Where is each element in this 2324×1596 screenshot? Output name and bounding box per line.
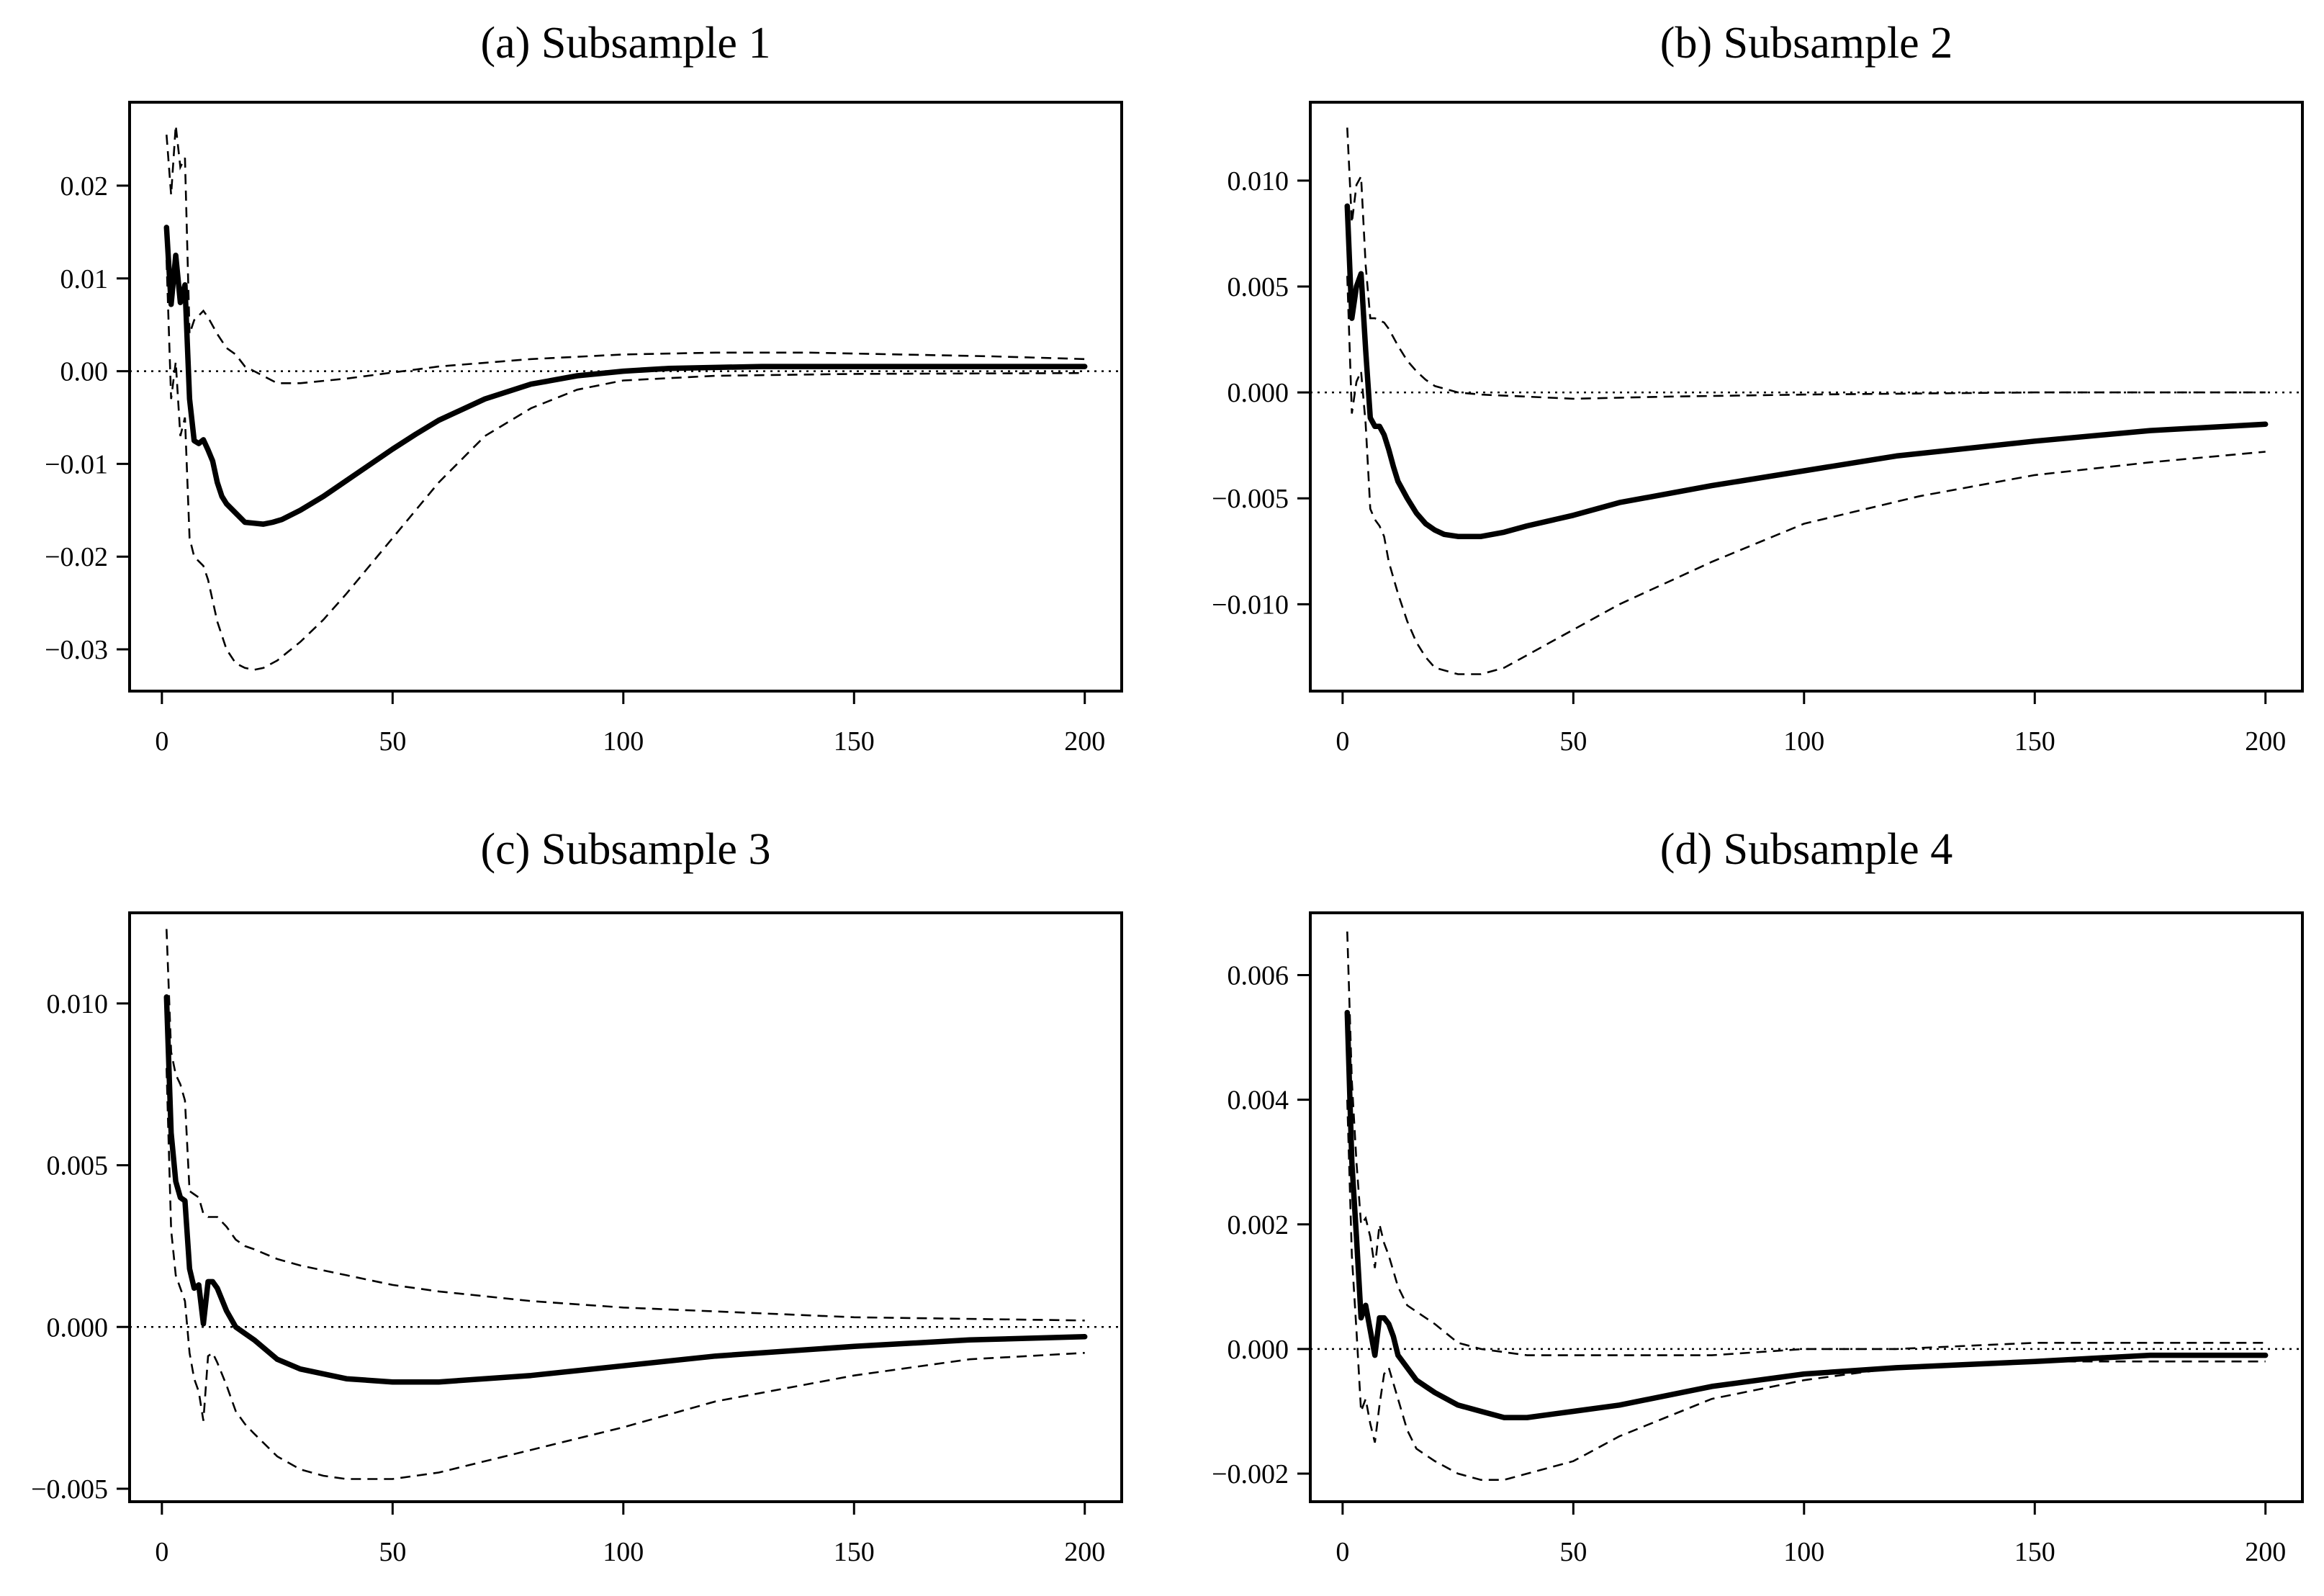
x-tick-label: 150	[2014, 726, 2055, 757]
impulse-response-line	[1344, 203, 2269, 539]
y-tick-label: −0.002	[1212, 1459, 1289, 1489]
lower-band-line	[166, 1068, 1085, 1480]
panel-subsample-3: (c) Subsample 3 0 50 100 150 200 0.010 0.005 0.…	[31, 825, 1123, 1567]
x-tick-label: 200	[2245, 726, 2286, 757]
y-tick-label: −0.005	[1212, 484, 1289, 514]
x-tick-label: 100	[603, 726, 644, 757]
y-tick-label: 0.005	[47, 1151, 109, 1181]
upper-band-line	[1346, 931, 2266, 1356]
x-tick-label: 200	[1064, 726, 1105, 757]
y-tick-label: 0.002	[1228, 1210, 1289, 1240]
y-tick-label: −0.010	[1212, 590, 1289, 620]
y-tick-label: 0.000	[1228, 378, 1289, 408]
x-tick-label: 0	[155, 1537, 168, 1567]
x-tick-label: 100	[1783, 1537, 1824, 1567]
x-tick-label: 0	[1336, 1537, 1349, 1567]
lower-band-line	[1346, 276, 2266, 675]
lower-band-line	[166, 259, 1085, 671]
y-tick-label: 0.010	[47, 989, 109, 1019]
plot-frame	[1309, 911, 2304, 1503]
panel-subsample-4: (d) Subsample 4 0 50 100 150 200 0.006 0.004 0.…	[1212, 825, 2304, 1567]
x-tick-label: 0	[155, 726, 168, 757]
y-tick-label: 0.02	[60, 171, 109, 202]
upper-band-line	[166, 929, 1085, 1322]
lower-band-line	[1346, 1099, 2266, 1481]
panel-title: (b) Subsample 2	[1660, 19, 1953, 68]
panel-subsample-2: (b) Subsample 2 0 50 100 150 200 0.010 0.005 0.…	[1212, 19, 2304, 757]
y-tick-label: −0.01	[45, 449, 108, 479]
panel-title: (c) Subsample 3	[481, 825, 771, 874]
y-tick-label: 0.010	[1228, 166, 1289, 197]
x-tick-label: 200	[1064, 1537, 1105, 1567]
y-tick-label: 0.00	[60, 357, 109, 387]
x-tick-label: 200	[2245, 1537, 2286, 1567]
y-tick-label: 0.004	[1228, 1086, 1289, 1116]
x-tick-label: 150	[2014, 1537, 2055, 1567]
impulse-response-line	[163, 994, 1088, 1385]
panel-title: (a) Subsample 1	[481, 19, 771, 68]
x-tick-label: 50	[1559, 726, 1587, 757]
upper-band-line	[166, 125, 1085, 384]
y-tick-label: 0.005	[1228, 272, 1289, 302]
impulse-response-line	[163, 225, 1088, 527]
x-tick-label: 150	[834, 726, 875, 757]
panel-title: (d) Subsample 4	[1660, 825, 1953, 874]
y-tick-label: −0.005	[31, 1474, 108, 1505]
plot-frame	[128, 101, 1123, 693]
y-tick-label: 0.01	[60, 264, 109, 294]
y-tick-label: 0.000	[1228, 1335, 1289, 1365]
upper-band-line	[1346, 127, 2266, 400]
plot-frame	[128, 911, 1123, 1503]
y-tick-label: 0.006	[1228, 961, 1289, 991]
x-tick-label: 100	[1783, 726, 1824, 757]
x-tick-label: 50	[379, 1537, 406, 1567]
plot-frame	[1309, 101, 2304, 693]
y-tick-label: −0.03	[45, 635, 108, 665]
y-tick-label: 0.000	[47, 1312, 109, 1343]
impulse-response-line	[1344, 1009, 2269, 1420]
x-tick-label: 50	[1559, 1537, 1587, 1567]
x-tick-label: 50	[379, 726, 406, 757]
panel-subsample-1: (a) Subsample 1 0 50 100 150 200 0.02 0.01 0.00…	[45, 19, 1123, 757]
x-tick-label: 150	[834, 1537, 875, 1567]
y-tick-label: −0.02	[45, 542, 108, 572]
x-tick-label: 0	[1336, 726, 1349, 757]
x-tick-label: 100	[603, 1537, 644, 1567]
